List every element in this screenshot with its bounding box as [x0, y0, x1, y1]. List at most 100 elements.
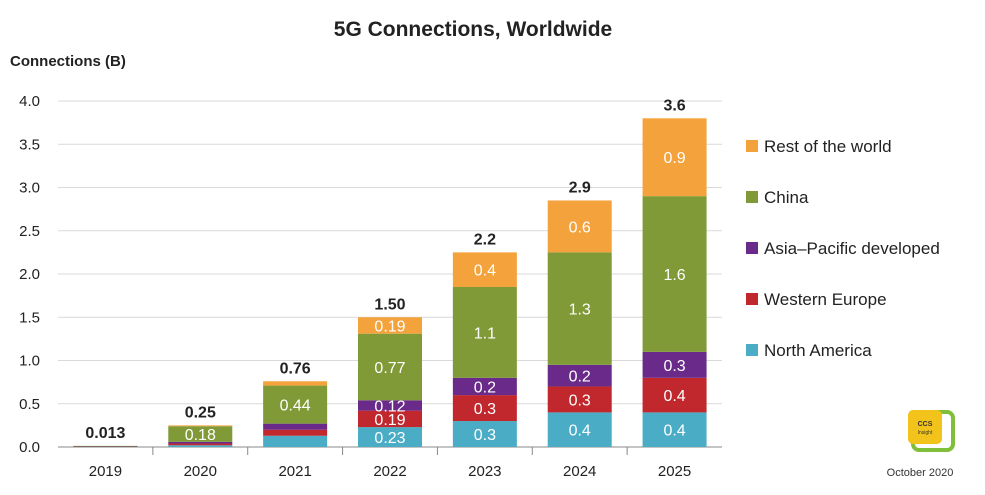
bar-segment	[263, 423, 328, 430]
bar-segment	[358, 427, 422, 447]
x-tick-label: 2023	[468, 463, 501, 480]
bar-segment	[452, 395, 517, 422]
segment-value-label: 0.18	[185, 427, 216, 444]
segment-value-label: 0.19	[374, 412, 405, 429]
logo-subtext: Insight	[918, 430, 933, 436]
bar-total-label: 1.50	[374, 296, 405, 313]
y-tick-label: 2.0	[19, 266, 40, 283]
bar-segment	[168, 443, 233, 446]
legend-swatch	[746, 191, 758, 203]
segment-value-label: 1.3	[569, 302, 591, 319]
bar-segment	[73, 445, 138, 447]
segment-value-label: 1.6	[663, 267, 685, 284]
logo-tile	[908, 410, 942, 444]
x-tick-label: 2019	[89, 463, 122, 480]
bar-segment	[263, 429, 328, 436]
bar-segment	[452, 421, 517, 447]
bars: 0.180.440.230.190.120.770.190.30.30.21.1…	[73, 118, 707, 448]
legend-label: China	[764, 188, 809, 207]
segment-value-label: 0.44	[280, 398, 311, 415]
bar-segment	[642, 351, 707, 378]
x-axis-ticks: 2019 2020 2021 2022 2023 2024 2025	[89, 447, 691, 480]
segment-value-label: 0.9	[663, 150, 685, 167]
y-tick-label: 3.0	[19, 180, 40, 197]
bar-segment	[358, 333, 422, 401]
bar-total-label: 0.76	[280, 360, 311, 377]
bar-segment	[642, 118, 707, 197]
bar-segment	[547, 364, 612, 387]
y-tick-label: 2.5	[19, 223, 40, 240]
bar-segment	[263, 385, 328, 424]
segment-value-label: 0.6	[569, 219, 591, 236]
y-tick-label: 3.5	[19, 136, 40, 153]
legend-swatch	[746, 293, 758, 305]
bar-segment	[642, 196, 707, 352]
chart-title: 5G Connections, Worldwide	[334, 18, 612, 41]
legend-label: Asia–Pacific developed	[764, 239, 940, 258]
bar-segment	[358, 317, 422, 334]
y-tick-label: 4.0	[19, 93, 40, 110]
bar-segment	[452, 286, 517, 378]
bar-totals: 0.013 0.25 0.76 1.50 2.2 2.9 3.6	[85, 97, 685, 442]
bar-segment	[73, 446, 138, 447]
y-tick-label: 1.5	[19, 309, 40, 326]
logo-icon: CCS Insight	[908, 410, 955, 452]
bar-segment	[358, 410, 422, 428]
bar-segment	[452, 252, 517, 287]
segment-value-label: 0.4	[663, 388, 685, 405]
y-tick-label: 0.5	[19, 396, 40, 413]
legend-label: Western Europe	[764, 290, 887, 309]
bar-total-label: 3.6	[663, 97, 685, 114]
bar-segment	[168, 425, 233, 427]
x-tick-label: 2025	[658, 463, 691, 480]
bar-segment	[642, 377, 707, 413]
bar-segment	[263, 381, 328, 386]
segment-value-label: 1.1	[474, 325, 496, 342]
segment-value-label: 0.4	[569, 423, 591, 440]
y-axis-label: Connections (B)	[10, 53, 126, 70]
bar-segment	[547, 412, 612, 447]
bar-total-label: 2.2	[474, 231, 496, 248]
segment-value-label: 0.19	[374, 318, 405, 335]
segment-value-label: 0.2	[569, 369, 591, 386]
segment-value-label: 0.2	[474, 379, 496, 396]
bar-segment	[358, 400, 422, 411]
legend-label: North America	[764, 341, 872, 360]
segment-value-label: 0.4	[474, 263, 496, 280]
x-tick-label: 2024	[563, 463, 596, 480]
bar-segment	[547, 252, 612, 365]
bar-segment	[263, 435, 328, 447]
bar-segment	[73, 446, 138, 448]
y-tick-label: 1.0	[19, 353, 40, 370]
bar-segment	[168, 426, 233, 442]
legend-label: Rest of the world	[764, 137, 892, 156]
legend-swatch	[746, 344, 758, 356]
bar-segment	[168, 445, 233, 447]
bar-total-label: 0.013	[85, 425, 125, 442]
segment-value-label: 0.23	[374, 430, 405, 447]
legend-swatch	[746, 242, 758, 254]
date-note: October 2020	[887, 467, 954, 479]
y-tick-label: 0.0	[19, 439, 40, 456]
x-tick-label: 2022	[373, 463, 406, 480]
bar-segment	[547, 200, 612, 253]
bar-total-label: 0.25	[185, 404, 216, 421]
x-tick-label: 2021	[278, 463, 311, 480]
segment-value-label: 0.3	[663, 358, 685, 375]
segment-value-label: 0.3	[474, 401, 496, 418]
legend-swatch	[746, 140, 758, 152]
segment-value-label: 0.77	[374, 360, 405, 377]
bar-segment	[642, 412, 707, 447]
segment-value-label: 0.12	[374, 398, 405, 415]
segment-value-label: 0.4	[663, 423, 685, 440]
x-tick-label: 2020	[184, 463, 217, 480]
bar-segment	[452, 377, 517, 396]
bar-total-label: 2.9	[569, 179, 591, 196]
y-grid: 0.0 0.5 1.0 1.5 2.0 2.5 3.0 3.5 4.0	[19, 93, 722, 456]
logo-text: CCS	[918, 421, 933, 428]
legend: Rest of the world China Asia–Pacific devel…	[746, 137, 940, 360]
bar-segment	[547, 386, 612, 413]
bar-segment	[168, 441, 233, 444]
segment-value-label: 0.3	[569, 392, 591, 409]
